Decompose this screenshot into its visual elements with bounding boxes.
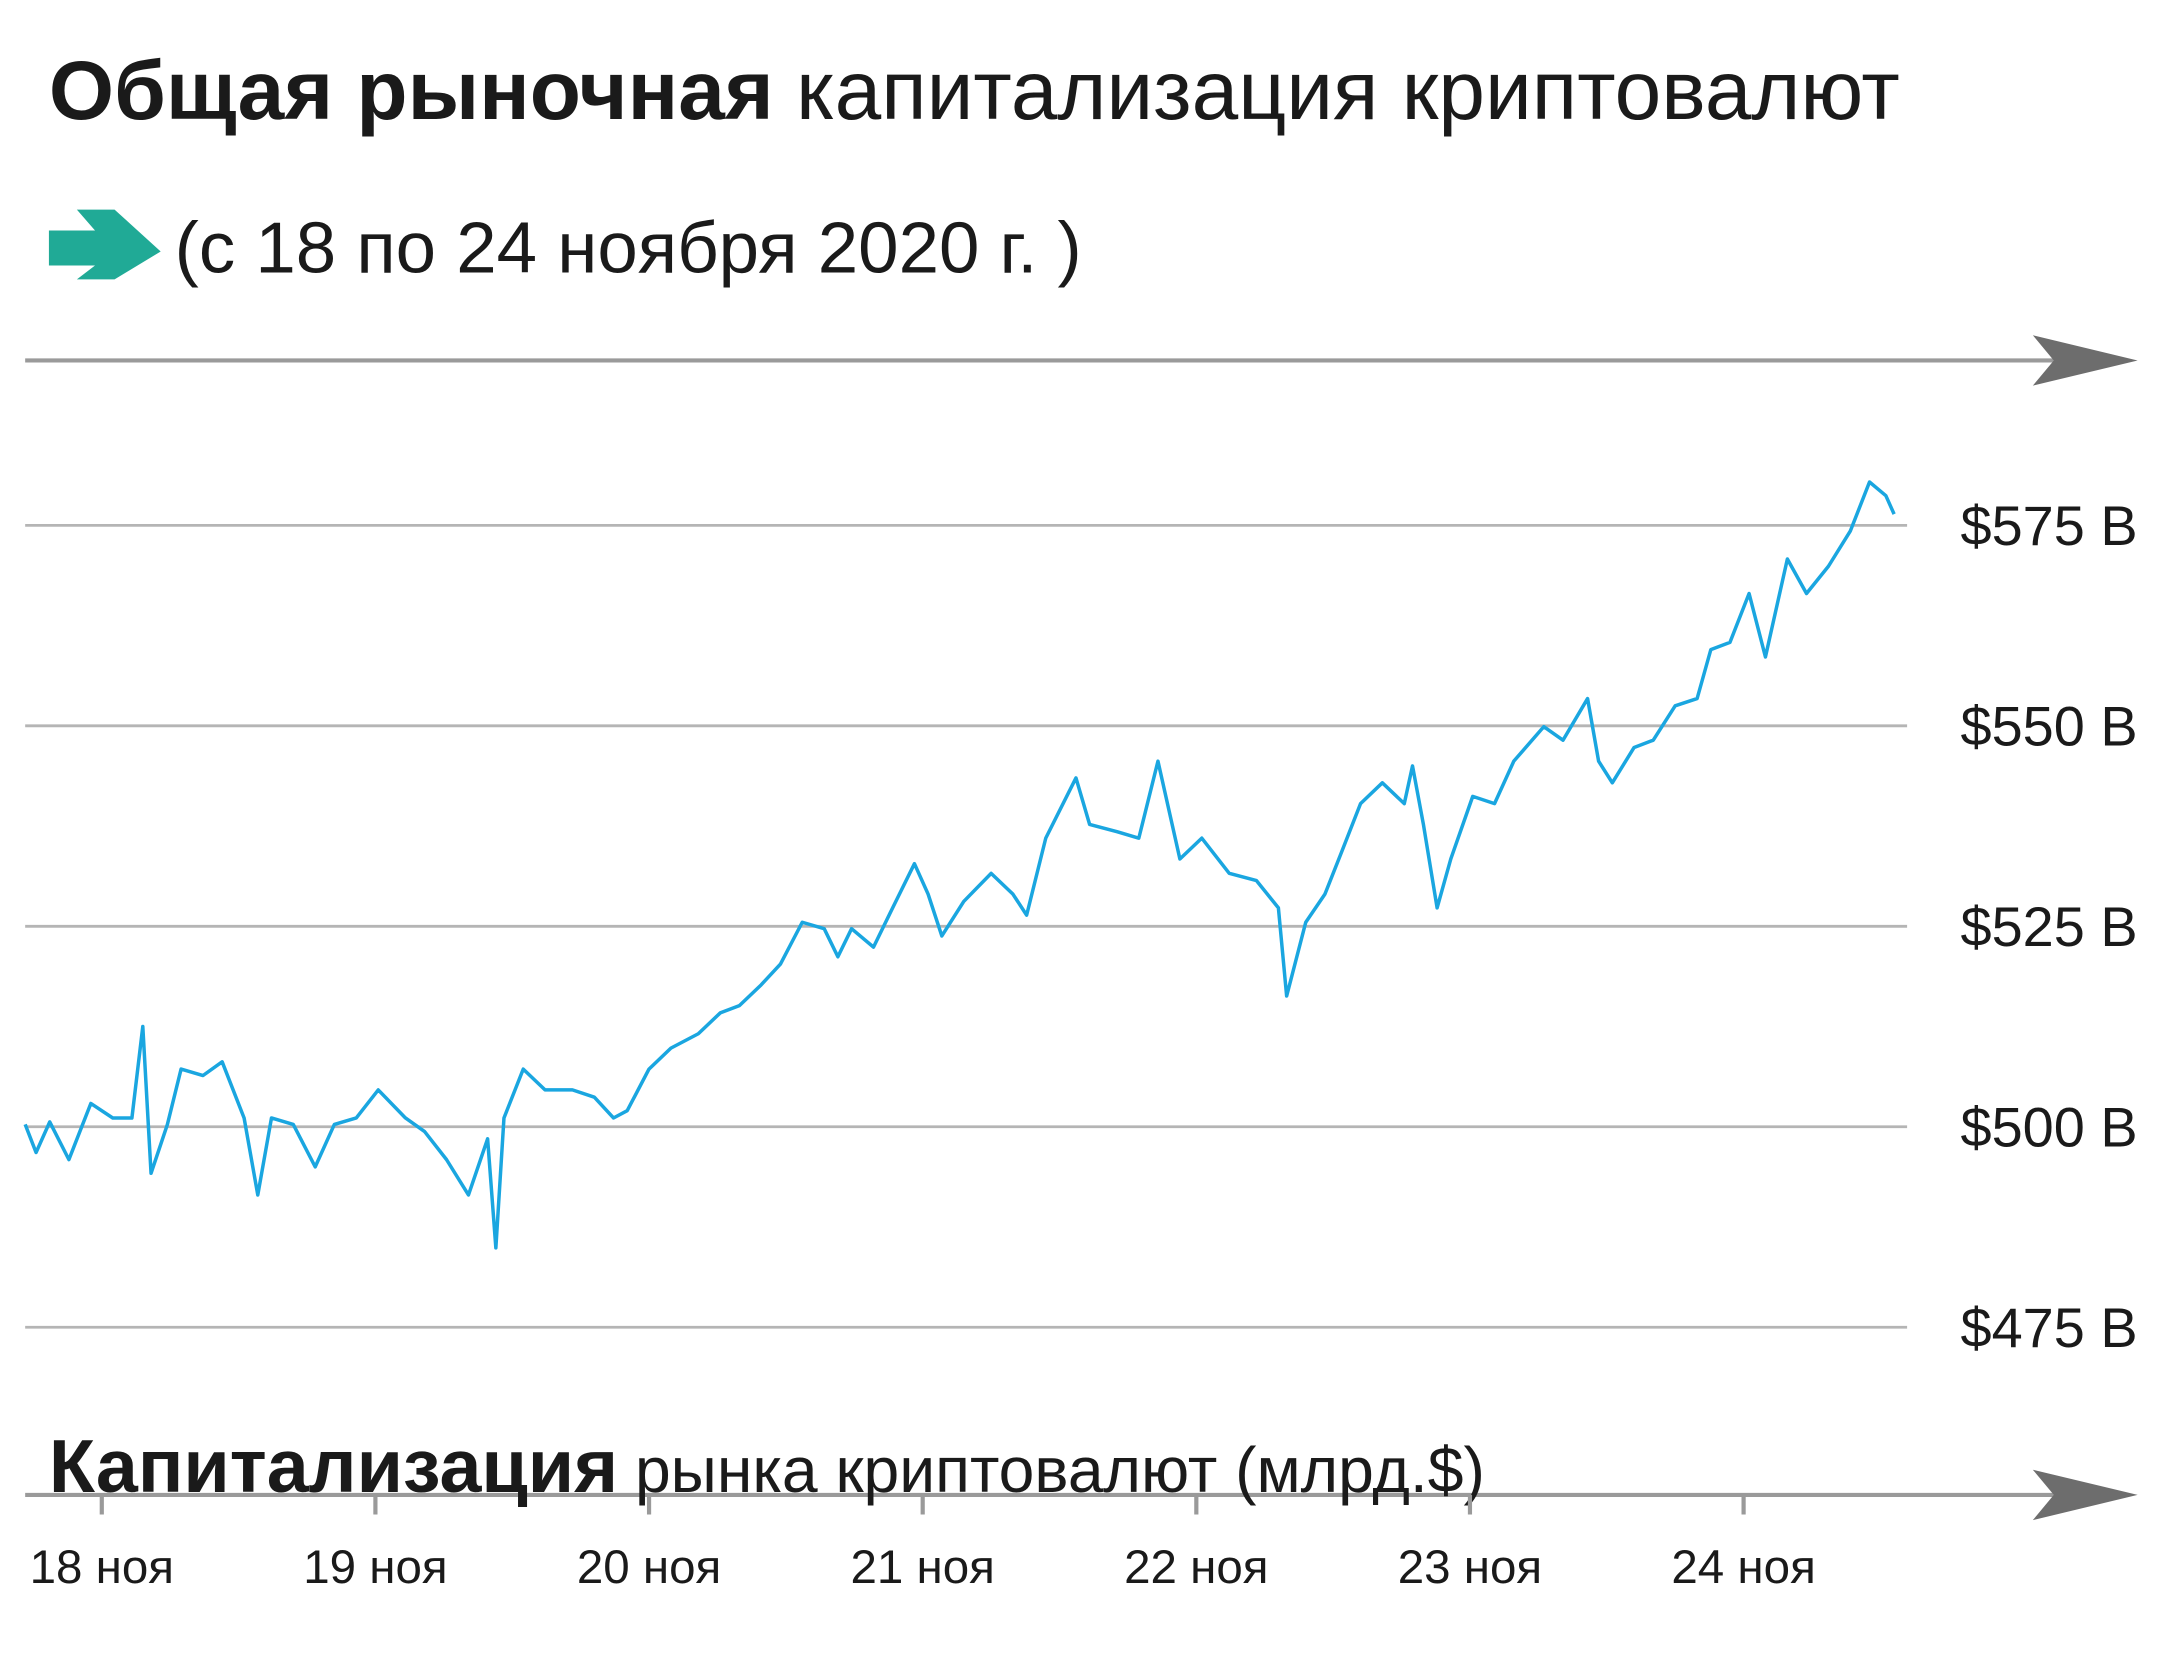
- x-axis-arrow: [2032, 1469, 2138, 1521]
- x-tick-label: 19 ноя: [303, 1541, 447, 1594]
- chart-title: Общая рыночная капитализация криптовалют: [49, 43, 1900, 137]
- y-tick-label: $500 B: [1961, 1095, 2138, 1158]
- x-tick-label: 24 ноя: [1671, 1541, 1815, 1594]
- y-tick-label: $575 B: [1961, 494, 2138, 557]
- x-tick-label: 18 ноя: [30, 1541, 174, 1594]
- x-axis-title: Капитализация рынка криптовалют (млрд.$): [49, 1424, 1485, 1508]
- y-tick-label: $550 B: [1961, 694, 2138, 757]
- top-rule-arrow: [2032, 335, 2138, 386]
- x-title-regular: рынка криптовалют (млрд.$): [635, 1434, 1485, 1506]
- x-tick-label: 20 ноя: [577, 1541, 721, 1594]
- x-tick-label: 21 ноя: [850, 1541, 994, 1594]
- x-tick-label: 23 ноя: [1398, 1541, 1542, 1594]
- y-tick-label: $475 B: [1961, 1296, 2138, 1359]
- x-tick-label: 22 ноя: [1124, 1541, 1268, 1594]
- y-tick-label: $525 B: [1961, 895, 2138, 958]
- x-title-bold: Капитализация: [49, 1424, 618, 1508]
- subtitle-arrow: [48, 209, 161, 280]
- title-regular: капитализация криптовалют: [796, 43, 1900, 137]
- title-bold: Общая рыночная: [49, 43, 774, 137]
- chart-subtitle: (с 18 по 24 ноября 2020 г. ): [175, 207, 1082, 288]
- data-line: [23, 480, 1896, 1250]
